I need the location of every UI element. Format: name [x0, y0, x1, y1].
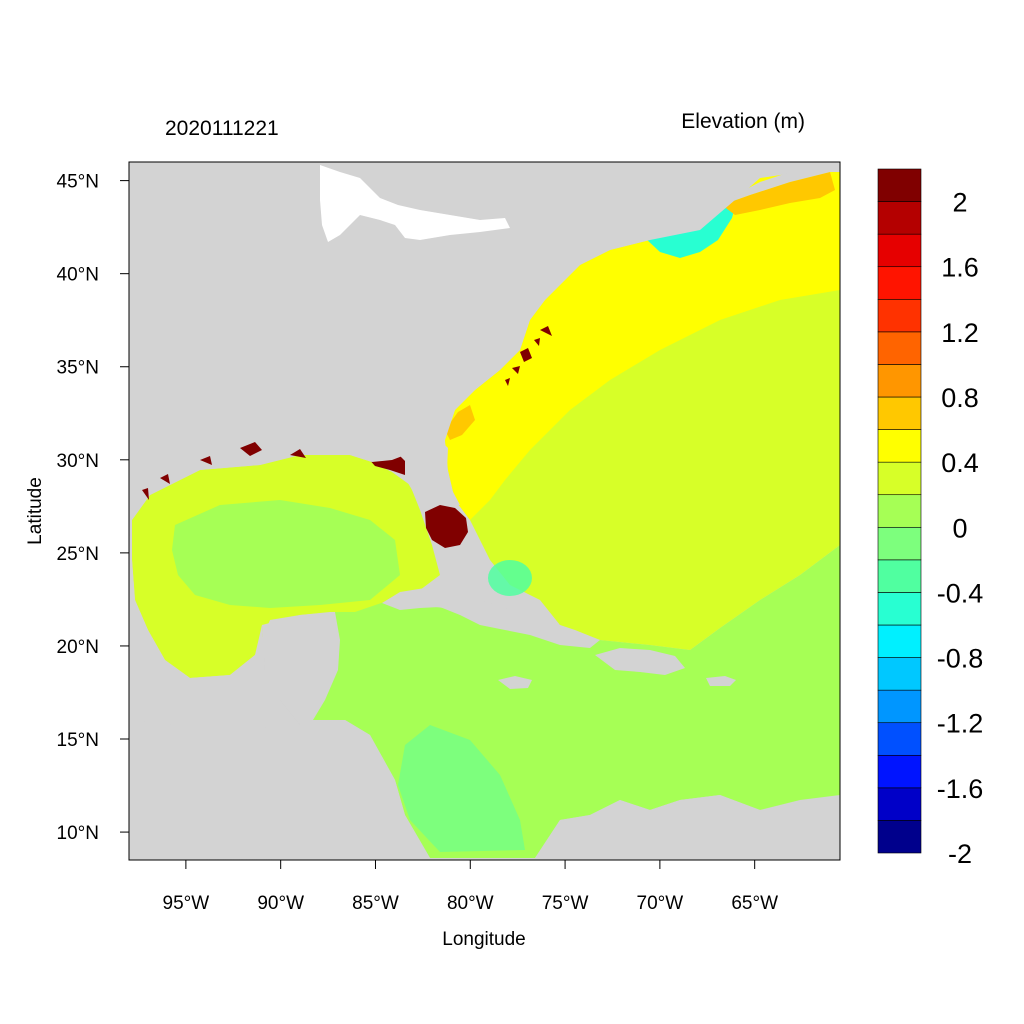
florida-land [405, 440, 460, 510]
x-axis-ticks: 95°W 90°W 85°W 80°W 75°W 70°W 65°W [163, 860, 778, 914]
cuba-land [382, 588, 600, 648]
y-tick-label: 40°N [57, 265, 99, 286]
yucatan-land [262, 612, 340, 725]
southeast-coast-anomaly [445, 405, 475, 440]
bahamas-anomaly [488, 560, 532, 596]
x-tick-label: 95°W [163, 893, 210, 914]
scotian-shelf-anomaly [722, 172, 835, 215]
nova-scotia-land [722, 165, 840, 205]
colorbar-label: -1.6 [937, 774, 984, 804]
colorbar-bin [877, 689, 922, 724]
colorbar-bin [877, 266, 922, 300]
colorbar-bin [877, 559, 922, 593]
carolina-coast-surge [505, 326, 552, 386]
south-america-land [535, 795, 840, 860]
colorbar-label: 2 [952, 188, 967, 218]
y-tick-label: 20°N [57, 637, 99, 658]
hispaniola-land [595, 648, 685, 675]
plot-frame [128, 161, 841, 861]
colorbar-bin [877, 624, 922, 658]
colorbar-label: -0.8 [937, 644, 984, 674]
colorbar-label: 1.6 [941, 253, 979, 283]
colorbar-labels: 2 1.6 1.2 0.8 0.4 0 -0.4 -0.8 -1.2 -1.6 -2 [937, 188, 984, 869]
y-tick-label: 10°N [57, 823, 99, 844]
colorbar-label: 0 [952, 513, 967, 543]
colorbar-label: 0.4 [941, 448, 979, 478]
colorbar-label: -0.4 [937, 578, 984, 608]
colorbar-bin [877, 592, 922, 626]
x-tick-label: 80°W [447, 893, 494, 914]
colorbar-bin [877, 657, 922, 691]
colorbar-label: -1.2 [937, 709, 984, 739]
colorbar-bin [877, 820, 922, 854]
colorbar-bin [877, 494, 922, 528]
x-tick-label: 75°W [542, 893, 589, 914]
puerto-rico-land [706, 676, 736, 686]
x-tick-label: 65°W [731, 893, 778, 914]
timestamp-title: 2020111221 [165, 117, 279, 140]
colorbar-bin [877, 364, 922, 398]
colorbar-bin [877, 201, 922, 235]
colorbar-bin [877, 787, 922, 821]
colorbar-bin [877, 429, 922, 463]
y-axis-ticks: 45°N 40°N 35°N 30°N 25°N 20°N 15°N 10°N [57, 172, 129, 844]
colorbar-bin [877, 461, 922, 496]
nicaragua-shelf [398, 725, 525, 852]
colorbar-label: 1.2 [941, 318, 979, 348]
colorbar-bin [877, 168, 922, 202]
x-tick-label: 70°W [637, 893, 684, 914]
y-axis-label: Latitude [25, 477, 46, 545]
y-tick-label: 45°N [57, 172, 99, 193]
gulf-interior [172, 500, 400, 608]
colorbar-bin [877, 331, 922, 365]
central-america-land [129, 720, 430, 860]
y-tick-label: 15°N [57, 730, 99, 751]
colorbar-label: -2 [948, 839, 972, 869]
colorbar-bin [877, 526, 922, 561]
variable-title: Elevation (m) [681, 110, 805, 133]
y-tick-label: 35°N [57, 358, 99, 379]
y-tick-label: 30°N [57, 451, 99, 472]
colorbar [877, 168, 922, 854]
x-tick-label: 85°W [352, 893, 399, 914]
map-panel [129, 162, 840, 860]
x-tick-label: 90°W [257, 893, 304, 914]
colorbar-bin [877, 396, 922, 430]
great-lakes [320, 165, 510, 242]
north-america-land [129, 162, 840, 540]
colorbar-label: 0.8 [941, 383, 979, 413]
y-tick-label: 25°N [57, 544, 99, 565]
mexico-land [129, 520, 300, 730]
colorbar-bin [877, 298, 922, 333]
colorbar-bin [877, 722, 922, 756]
x-axis-label: Longitude [442, 929, 525, 950]
atlantic-coastal-band [445, 165, 840, 520]
colorbar-bin [877, 754, 922, 789]
colorbar-bin [877, 233, 922, 268]
jamaica-land [498, 676, 532, 689]
florida-surge [425, 505, 468, 548]
